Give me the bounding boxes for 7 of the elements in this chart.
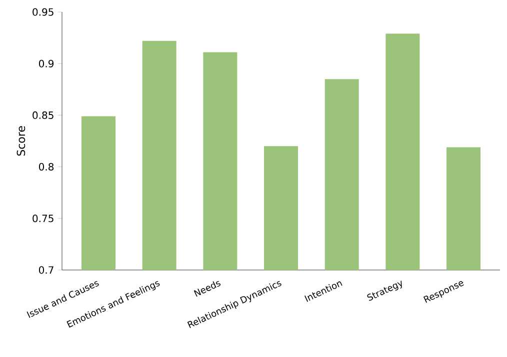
y-tick-label: 0.8: [38, 163, 54, 171]
y-tick-label: 0.95: [32, 8, 54, 16]
y-tick-label: 0.75: [32, 214, 54, 222]
y-tick-label: 0.85: [32, 111, 54, 119]
y-axis-title: Score: [16, 126, 26, 156]
y-tick-label: 0.9: [38, 60, 54, 68]
y-tick-label: 0.7: [38, 266, 54, 274]
